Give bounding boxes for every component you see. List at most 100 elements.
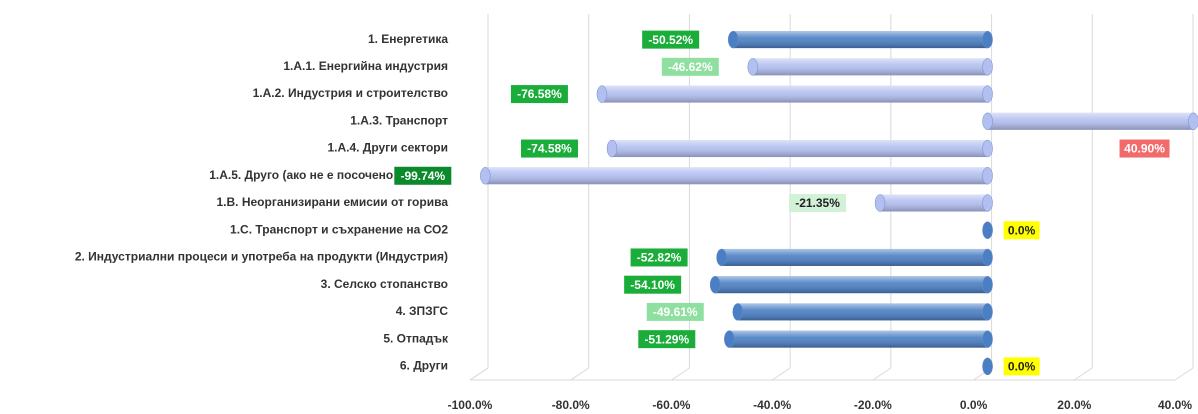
value-label: -99.74% bbox=[400, 169, 445, 183]
bar-cap bbox=[716, 248, 727, 267]
bar bbox=[596, 85, 993, 103]
bar bbox=[727, 30, 993, 49]
category-label: 1.С. Транспорт и съхранение на СО2 bbox=[230, 222, 448, 236]
value-label-bg bbox=[510, 85, 568, 104]
bar bbox=[982, 112, 1198, 131]
x-tick-label: -60.0% bbox=[652, 398, 690, 412]
bar bbox=[982, 221, 993, 239]
value-label-bg bbox=[646, 302, 704, 321]
bar-shade bbox=[752, 58, 988, 76]
category-label: 1.В. Неорганизирани емисии от горива bbox=[217, 195, 449, 209]
x-tick-label: -40.0% bbox=[753, 398, 791, 412]
bar-shade bbox=[601, 85, 988, 103]
bar-cap bbox=[732, 303, 743, 321]
bar-cap bbox=[982, 167, 993, 185]
bar bbox=[747, 58, 993, 76]
bar-cap bbox=[982, 221, 993, 239]
value-label-bg bbox=[521, 139, 579, 158]
value-label-bg bbox=[394, 166, 452, 185]
x-tick-label: -20.0% bbox=[854, 398, 892, 412]
value-label-bg bbox=[1003, 221, 1040, 240]
x-tick-label: 0.0% bbox=[960, 398, 988, 412]
bar-cap bbox=[724, 330, 735, 348]
bar-cap bbox=[982, 139, 993, 158]
x-tick-label: -80.0% bbox=[552, 398, 590, 412]
bar-shade bbox=[715, 276, 988, 294]
value-label-bg bbox=[1003, 357, 1040, 376]
bar bbox=[709, 275, 993, 294]
grid-line bbox=[1174, 367, 1194, 381]
grid-line bbox=[671, 367, 690, 381]
bar-shade bbox=[721, 248, 988, 266]
value-label-bg bbox=[638, 330, 696, 349]
bar-shade bbox=[612, 140, 988, 158]
bar bbox=[716, 248, 993, 267]
bar-cap bbox=[596, 85, 608, 103]
bar-cap bbox=[982, 194, 993, 212]
grid-line bbox=[570, 367, 589, 381]
value-label: -51.29% bbox=[644, 332, 689, 346]
bar bbox=[982, 357, 993, 376]
bar-cap bbox=[982, 85, 993, 103]
bar-cap bbox=[982, 330, 993, 348]
grid-line bbox=[771, 367, 791, 381]
axis bbox=[469, 367, 489, 381]
bar-shade bbox=[485, 167, 988, 185]
bar-cap bbox=[982, 248, 993, 267]
category-label: 1.А.2. Индустрия и строителство bbox=[253, 86, 448, 100]
value-label: 40.90% bbox=[1124, 142, 1165, 156]
bar bbox=[732, 303, 993, 321]
x-tick-label: -100.0% bbox=[448, 398, 493, 412]
value-label-bg bbox=[630, 248, 688, 267]
bar-shade bbox=[729, 330, 988, 348]
bar bbox=[724, 330, 993, 348]
bar-cap bbox=[982, 58, 993, 76]
category-label: 5. Отпадък bbox=[383, 331, 449, 345]
bar-cap bbox=[982, 303, 993, 321]
value-label: 0.0% bbox=[1008, 223, 1036, 237]
bar-shade bbox=[987, 112, 1194, 130]
value-label: -76.58% bbox=[517, 87, 562, 101]
category-label: 1.А.5. Друго (ако не е посочено другаде) bbox=[209, 168, 448, 182]
value-label-bg bbox=[1119, 139, 1170, 158]
value-label-bg bbox=[642, 30, 700, 49]
category-label: 1.А.3. Транспорт bbox=[350, 113, 448, 127]
category-label: 3. Селско стопанство bbox=[321, 277, 448, 291]
value-label: -49.61% bbox=[653, 305, 698, 319]
value-label: -50.52% bbox=[648, 33, 693, 47]
grid-line bbox=[872, 367, 892, 381]
bar-cap bbox=[982, 112, 993, 131]
value-label-bg bbox=[789, 194, 847, 212]
grid-line bbox=[1074, 367, 1093, 381]
bar-shade bbox=[737, 303, 988, 321]
value-label: -52.82% bbox=[637, 251, 682, 265]
bar bbox=[606, 139, 993, 158]
x-tick-label: 20.0% bbox=[1057, 398, 1091, 412]
category-label: 1.А.1. Енергийна индустрия bbox=[283, 59, 448, 73]
bar-cap bbox=[727, 30, 739, 49]
bar-cap bbox=[606, 139, 618, 158]
bar-cap bbox=[982, 30, 993, 49]
value-label-bg bbox=[661, 57, 719, 76]
value-label: -74.58% bbox=[527, 142, 572, 156]
value-label: 0.0% bbox=[1008, 360, 1036, 374]
bar-shade bbox=[880, 194, 988, 212]
bar-shade bbox=[733, 31, 988, 49]
value-label-bg bbox=[624, 275, 682, 294]
value-label: -46.62% bbox=[668, 60, 713, 74]
category-label: 4. ЗПЗГС bbox=[396, 304, 449, 318]
category-label: 1.А.4. Други сектори bbox=[327, 141, 448, 155]
bar-cap bbox=[1188, 112, 1198, 131]
bar-cap bbox=[709, 275, 721, 294]
bar-cap bbox=[982, 357, 993, 376]
category-label: 2. Индустриални процеси и употреба на пр… bbox=[75, 250, 448, 264]
bar-cap bbox=[480, 167, 491, 185]
bar-cap bbox=[874, 194, 886, 212]
bar bbox=[480, 167, 993, 185]
category-label: 6. Други bbox=[400, 359, 448, 373]
value-label: -21.35% bbox=[795, 196, 840, 210]
bar-cap bbox=[982, 275, 993, 294]
bar bbox=[874, 194, 993, 212]
value-label: -54.10% bbox=[630, 278, 675, 292]
